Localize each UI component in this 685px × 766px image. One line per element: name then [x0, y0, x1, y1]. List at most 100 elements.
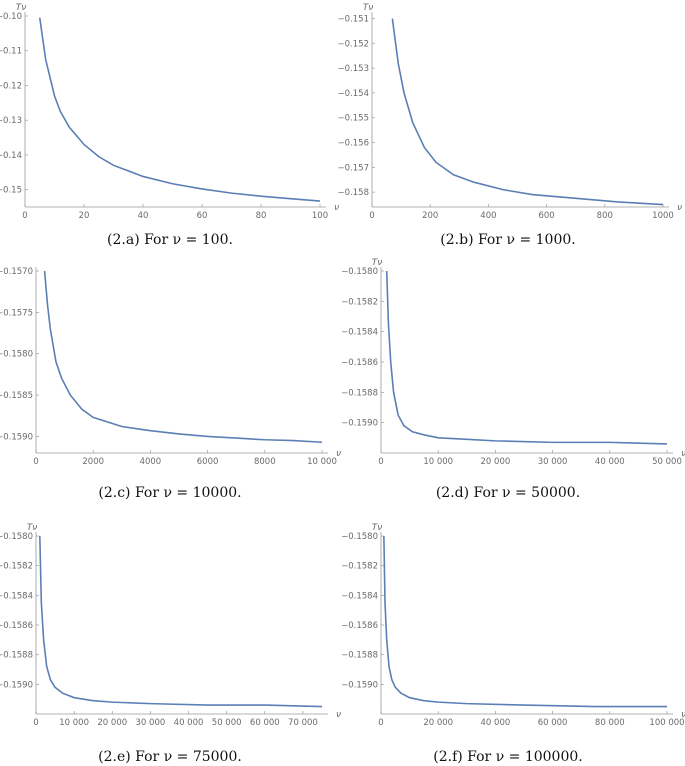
x-tick-label: 1000: [652, 211, 674, 221]
y-tick-label: −0.1580: [341, 267, 378, 277]
y-tick-label: −0.15: [0, 186, 22, 196]
y-tick-label: −0.1582: [0, 562, 33, 572]
x-tick-label: 6000: [197, 457, 219, 467]
panel-caption: (2.f) For ν = 100000.: [433, 749, 582, 765]
series-line: [38, 17, 321, 202]
y-tick-label: −0.1586: [0, 621, 33, 631]
x-tick-label: 60 000: [538, 718, 568, 728]
y-tick-label: −0.12: [0, 81, 22, 91]
y-tick-label: −0.1582: [341, 297, 378, 307]
y-tick-label: −0.1580: [0, 532, 33, 542]
y-tick-label: −0.1590: [341, 419, 378, 429]
x-tick-label: 50 000: [212, 718, 242, 728]
chart-panel-2: 0 200 400 600 800 1000 −0.158 −0.157 −0.156 −0.15…: [338, 3, 683, 248]
y-tick-label: −0.1580: [341, 532, 378, 542]
y-tick-label: −0.1584: [341, 328, 378, 338]
x-axis-label: ν: [334, 203, 339, 213]
panel-caption: (2.e) For ν = 75000.: [98, 749, 242, 765]
x-tick-label: 40 000: [595, 457, 625, 467]
y-axis-label: Tν: [27, 523, 38, 533]
y-axis-label: Tν: [16, 3, 27, 13]
y-tick-label: −0.14: [0, 151, 22, 161]
chart-panel-6: 0 20 000 40 000 60 000 80 000 100 000 −0.1590 −…: [341, 523, 685, 765]
x-tick-label: 20 000: [97, 718, 127, 728]
x-axis-label: ν: [336, 710, 341, 720]
y-tick-label: −0.154: [338, 89, 369, 99]
x-tick-label: 600: [538, 211, 554, 221]
y-tick-label: −0.1584: [0, 591, 33, 601]
series-line: [385, 270, 668, 445]
y-tick-label: −0.152: [338, 39, 369, 49]
y-tick-label: −0.1570: [0, 267, 33, 277]
y-axis-label: Tν: [372, 523, 383, 533]
x-tick-label: 80 000: [595, 718, 625, 728]
y-tick-label: −0.1588: [341, 388, 378, 398]
y-tick-label: −0.1588: [0, 651, 33, 661]
x-tick-label: 4000: [140, 457, 162, 467]
x-tick-label: 200: [422, 211, 438, 221]
x-tick-label: 400: [480, 211, 496, 221]
x-tick-label: 10 000: [423, 457, 453, 467]
y-tick-label: −0.1588: [341, 651, 378, 661]
x-tick-label: 40 000: [481, 718, 511, 728]
x-tick-label: 0: [378, 457, 383, 467]
y-tick-label: −0.155: [338, 114, 369, 124]
x-tick-label: 40: [138, 211, 149, 221]
x-tick-label: 0: [369, 211, 374, 221]
panel-caption: (2.d) For ν = 50000.: [436, 485, 580, 501]
panel-caption: (2.c) For ν = 10000.: [98, 485, 241, 501]
y-tick-label: −0.11: [0, 47, 22, 57]
x-tick-label: 30 000: [538, 457, 568, 467]
chart-panel-1: 0 20 40 60 80 100 −0.15 −0.14 −0.13 −0.12 −0.11 −0.…: [0, 3, 339, 248]
x-axis-label: ν: [681, 449, 685, 459]
panel-caption: (2.a) For ν = 100.: [107, 232, 233, 248]
x-tick-label: 30 000: [136, 718, 166, 728]
y-tick-label: −0.157: [338, 163, 369, 173]
x-axis-label: ν: [677, 203, 682, 213]
y-tick-label: −0.10: [0, 12, 22, 22]
y-tick-label: −0.1585: [0, 391, 33, 401]
y-tick-label: −0.1586: [341, 358, 378, 368]
x-tick-label: 20 000: [481, 457, 511, 467]
chart-panel-3: 0 2000 4000 6000 8000 10 000 −0.1590 −0.1585 −0.…: [0, 267, 341, 501]
x-tick-label: 10 000: [307, 457, 337, 467]
x-axis-label: ν: [681, 710, 685, 720]
x-tick-label: 0: [378, 718, 383, 728]
y-tick-label: −0.153: [338, 64, 369, 74]
y-tick-label: −0.1590: [0, 432, 33, 442]
y-tick-label: −0.1586: [341, 621, 378, 631]
y-tick-label: −0.1575: [0, 308, 33, 318]
panel-caption: (2.b) For ν = 1000.: [440, 232, 575, 248]
x-tick-label: 10 000: [59, 718, 89, 728]
y-tick-label: −0.1584: [341, 591, 378, 601]
series-line: [39, 535, 323, 708]
x-tick-label: 60: [197, 211, 208, 221]
y-tick-label: −0.1590: [341, 680, 378, 690]
x-tick-label: 800: [597, 211, 613, 221]
y-tick-label: −0.1590: [0, 680, 33, 690]
x-tick-label: 100 000: [649, 718, 684, 728]
x-tick-label: 50 000: [652, 457, 682, 467]
y-tick-label: −0.158: [338, 188, 369, 198]
x-tick-label: 80: [256, 211, 267, 221]
series-line: [383, 535, 667, 708]
x-tick-label: 20: [79, 211, 90, 221]
chart-panel-4: 0 10 000 20 000 30 000 40 000 50 000 −0.1590 −0…: [341, 258, 685, 501]
x-tick-label: 0: [22, 211, 27, 221]
x-tick-label: 8000: [254, 457, 276, 467]
x-tick-label: 20 000: [423, 718, 453, 728]
x-tick-label: 2000: [82, 457, 104, 467]
y-axis-label: Tν: [372, 258, 383, 268]
series-line: [43, 270, 323, 444]
x-tick-label: 0: [33, 457, 38, 467]
y-tick-label: −0.13: [0, 116, 22, 126]
series-line: [391, 18, 664, 206]
x-tick-label: 100: [312, 211, 328, 221]
y-tick-label: −0.1582: [341, 562, 378, 572]
x-tick-label: 70 000: [288, 718, 318, 728]
chart-panel-5: 0 10 000 20 000 30 000 40 000 50 000 60 000 70 …: [0, 523, 341, 765]
y-tick-label: −0.151: [338, 14, 369, 24]
x-tick-label: 40 000: [174, 718, 204, 728]
y-tick-label: −0.1580: [0, 350, 33, 360]
